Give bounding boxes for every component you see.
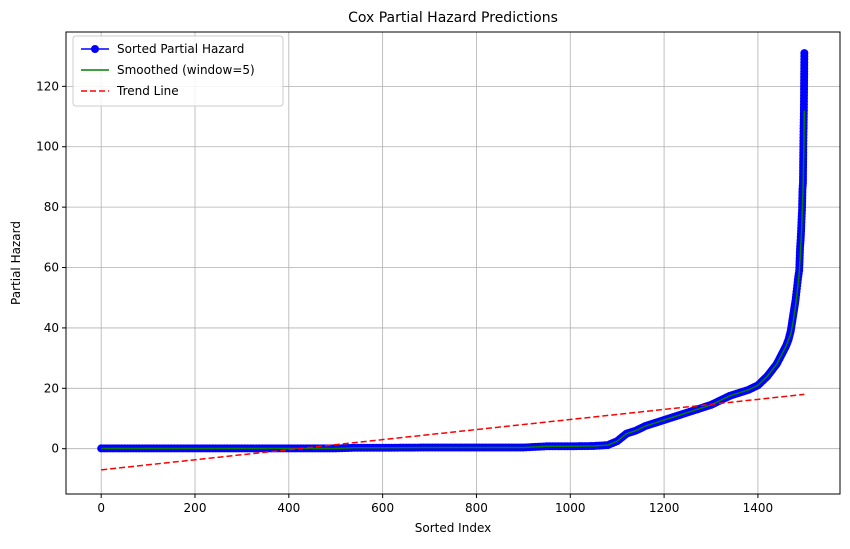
series-line-0 — [101, 53, 806, 450]
series-line-1 — [101, 110, 806, 450]
y-tick-label: 0 — [51, 442, 59, 456]
x-tick-label: 1200 — [649, 501, 680, 515]
chart-title: Cox Partial Hazard Predictions — [348, 10, 558, 26]
y-tick-label: 100 — [36, 140, 59, 154]
x-tick-label: 1000 — [555, 501, 586, 515]
legend: Sorted Partial Hazard Smoothed (window=5)… — [72, 35, 284, 107]
x-axis-label: Sorted Index — [415, 521, 491, 535]
y-tick-label: 20 — [44, 381, 59, 395]
x-tick-label: 800 — [465, 501, 488, 515]
series-line-2 — [101, 393, 805, 471]
series-layer — [97, 49, 809, 471]
y-tick-label: 40 — [44, 321, 59, 335]
legend-label-1: Smoothed (window=5) — [117, 63, 255, 77]
x-tick-label: 200 — [184, 501, 207, 515]
plot-frame — [65, 31, 841, 495]
grid-lines — [66, 32, 840, 494]
x-tick-label: 400 — [277, 501, 300, 515]
series-point — [800, 49, 809, 58]
legend-label-0: Sorted Partial Hazard — [117, 42, 244, 56]
y-tick-label: 120 — [36, 79, 59, 93]
y-tick-label: 80 — [44, 200, 59, 214]
x-tick-label: 1400 — [743, 501, 774, 515]
axis-ticks: 0 200 400 600 800 1000 1200 1400 0 20 40 60 80 100 120 — [36, 79, 773, 515]
legend-label-2: Trend Line — [116, 84, 179, 98]
legend-box — [72, 35, 284, 107]
legend-marker — [91, 45, 99, 53]
x-tick-label: 600 — [371, 501, 394, 515]
x-tick-label: 0 — [97, 501, 105, 515]
y-tick-label: 60 — [44, 261, 59, 275]
y-axis-label: Partial Hazard — [9, 221, 23, 305]
